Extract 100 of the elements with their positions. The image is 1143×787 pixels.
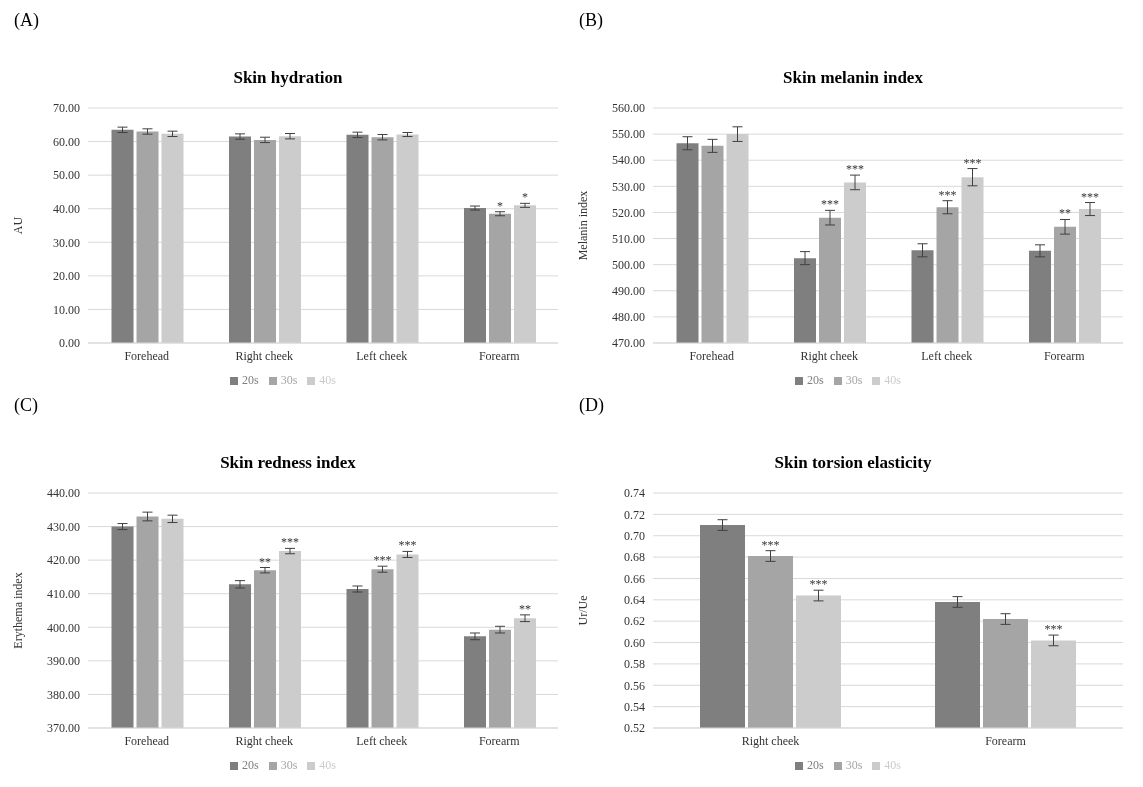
text: (D) xyxy=(579,395,604,416)
x-tick-label: Right cheek xyxy=(800,348,859,363)
y-axis-title: Erythema index xyxy=(11,572,26,649)
y-tick-label: 0.62 xyxy=(624,614,645,629)
x-tick-label: Forearm xyxy=(478,348,521,363)
legend-label: 30s xyxy=(280,373,298,387)
data-label: ** xyxy=(519,601,531,616)
y-axis-title: AU xyxy=(11,216,26,235)
x-tick-label: Forehead xyxy=(124,348,170,363)
y-tick-label: 390.00 xyxy=(47,654,80,669)
y-tick-label: 0.52 xyxy=(624,721,645,736)
bar xyxy=(229,136,251,343)
legend-label: 20s xyxy=(241,373,259,387)
data-label: * xyxy=(497,198,503,213)
y-tick-label: 10.00 xyxy=(53,302,80,317)
data-label: *** xyxy=(1044,622,1063,637)
y-tick-label: 520.00 xyxy=(612,205,645,220)
data-label: ** xyxy=(259,554,271,569)
x-tick-label: Forearm xyxy=(1043,348,1086,363)
y-tick-label: 0.00 xyxy=(59,336,80,351)
data-label: *** xyxy=(846,162,864,177)
y-tick-label: 0.64 xyxy=(624,593,645,608)
y-tick-label: 0.54 xyxy=(624,699,645,714)
legend-label: 20s xyxy=(806,373,824,387)
x-tick-label: Forearm xyxy=(985,733,1027,748)
y-tick-label: 530.00 xyxy=(612,179,645,194)
bar xyxy=(396,134,419,343)
text: (A) xyxy=(14,10,39,31)
y-tick-label: 410.00 xyxy=(47,586,80,601)
y-tick-label: 430.00 xyxy=(47,519,80,534)
bar xyxy=(464,208,486,343)
bar xyxy=(136,131,159,343)
bar xyxy=(161,133,184,343)
chart-title: Skin redness index xyxy=(219,453,357,473)
chart-title: Skin torsion elasticity xyxy=(773,453,933,473)
y-tick-label: 400.00 xyxy=(47,620,80,635)
x-tick-label: Forehead xyxy=(124,733,170,748)
y-tick-label: 70.00 xyxy=(53,101,80,116)
y-tick-label: 560.00 xyxy=(612,101,645,116)
y-tick-label: 420.00 xyxy=(47,553,80,568)
y-tick-label: 380.00 xyxy=(47,687,80,702)
legend-label: 30s xyxy=(845,758,863,772)
data-label: *** xyxy=(963,155,982,170)
y-tick-label: 0.58 xyxy=(624,657,645,672)
data-label: ** xyxy=(1059,206,1071,221)
y-tick-label: 440.00 xyxy=(47,486,80,501)
y-tick-label: 0.66 xyxy=(624,571,645,586)
data-label: *** xyxy=(938,187,957,202)
legend-label: 20s xyxy=(806,758,824,772)
x-tick-label: Left cheek xyxy=(356,733,408,748)
chart-title: Skin melanin index xyxy=(782,68,924,88)
y-tick-label: 0.74 xyxy=(624,486,645,501)
x-tick-label: Right cheek xyxy=(235,733,294,748)
y-tick-label: 550.00 xyxy=(612,127,645,142)
y-axis-title: Melanin index xyxy=(576,190,591,261)
y-tick-label: 510.00 xyxy=(612,231,645,246)
legend-label: 30s xyxy=(845,373,863,387)
bar xyxy=(346,134,369,343)
x-tick-label: Forehead xyxy=(689,348,735,363)
data-label: *** xyxy=(398,538,417,553)
bar xyxy=(279,136,301,343)
y-tick-label: 50.00 xyxy=(53,168,80,183)
legend-label: 30s xyxy=(280,758,298,772)
data-label: * xyxy=(522,190,528,205)
bar xyxy=(254,139,276,343)
text: (C) xyxy=(14,395,38,416)
data-label: *** xyxy=(281,535,299,550)
x-tick-label: Left cheek xyxy=(356,348,408,363)
data-label: *** xyxy=(373,553,392,568)
y-tick-label: 490.00 xyxy=(612,284,645,299)
y-tick-label: 30.00 xyxy=(53,235,80,250)
data-label: *** xyxy=(761,537,780,552)
bar xyxy=(371,137,394,343)
y-tick-label: 0.70 xyxy=(624,528,645,543)
x-tick-label: Left cheek xyxy=(921,348,973,363)
y-tick-label: 470.00 xyxy=(612,336,645,351)
y-tick-label: 540.00 xyxy=(612,153,645,168)
y-tick-label: 480.00 xyxy=(612,310,645,325)
x-tick-label: Right cheek xyxy=(235,348,294,363)
y-tick-label: 20.00 xyxy=(53,269,80,284)
y-tick-label: 40.00 xyxy=(53,201,80,216)
y-tick-label: 0.60 xyxy=(624,635,645,650)
y-axis-title: Ur/Ue xyxy=(576,595,591,626)
y-tick-label: 60.00 xyxy=(53,134,80,149)
y-tick-label: 370.00 xyxy=(47,721,80,736)
bar xyxy=(514,205,536,343)
text: (B) xyxy=(579,10,603,31)
x-tick-label: Right cheek xyxy=(741,733,800,748)
chart-title: Skin hydration xyxy=(232,68,344,88)
bar xyxy=(489,213,511,343)
data-label: *** xyxy=(1081,189,1099,204)
x-tick-label: Forearm xyxy=(478,733,521,748)
bar xyxy=(111,129,134,343)
y-tick-label: 0.68 xyxy=(624,550,645,565)
data-label: *** xyxy=(809,577,828,592)
data-label: *** xyxy=(821,197,839,212)
y-tick-label: 0.56 xyxy=(624,678,645,693)
y-tick-label: 0.72 xyxy=(624,507,645,522)
y-tick-label: 500.00 xyxy=(612,257,645,272)
legend-label: 20s xyxy=(241,758,259,772)
